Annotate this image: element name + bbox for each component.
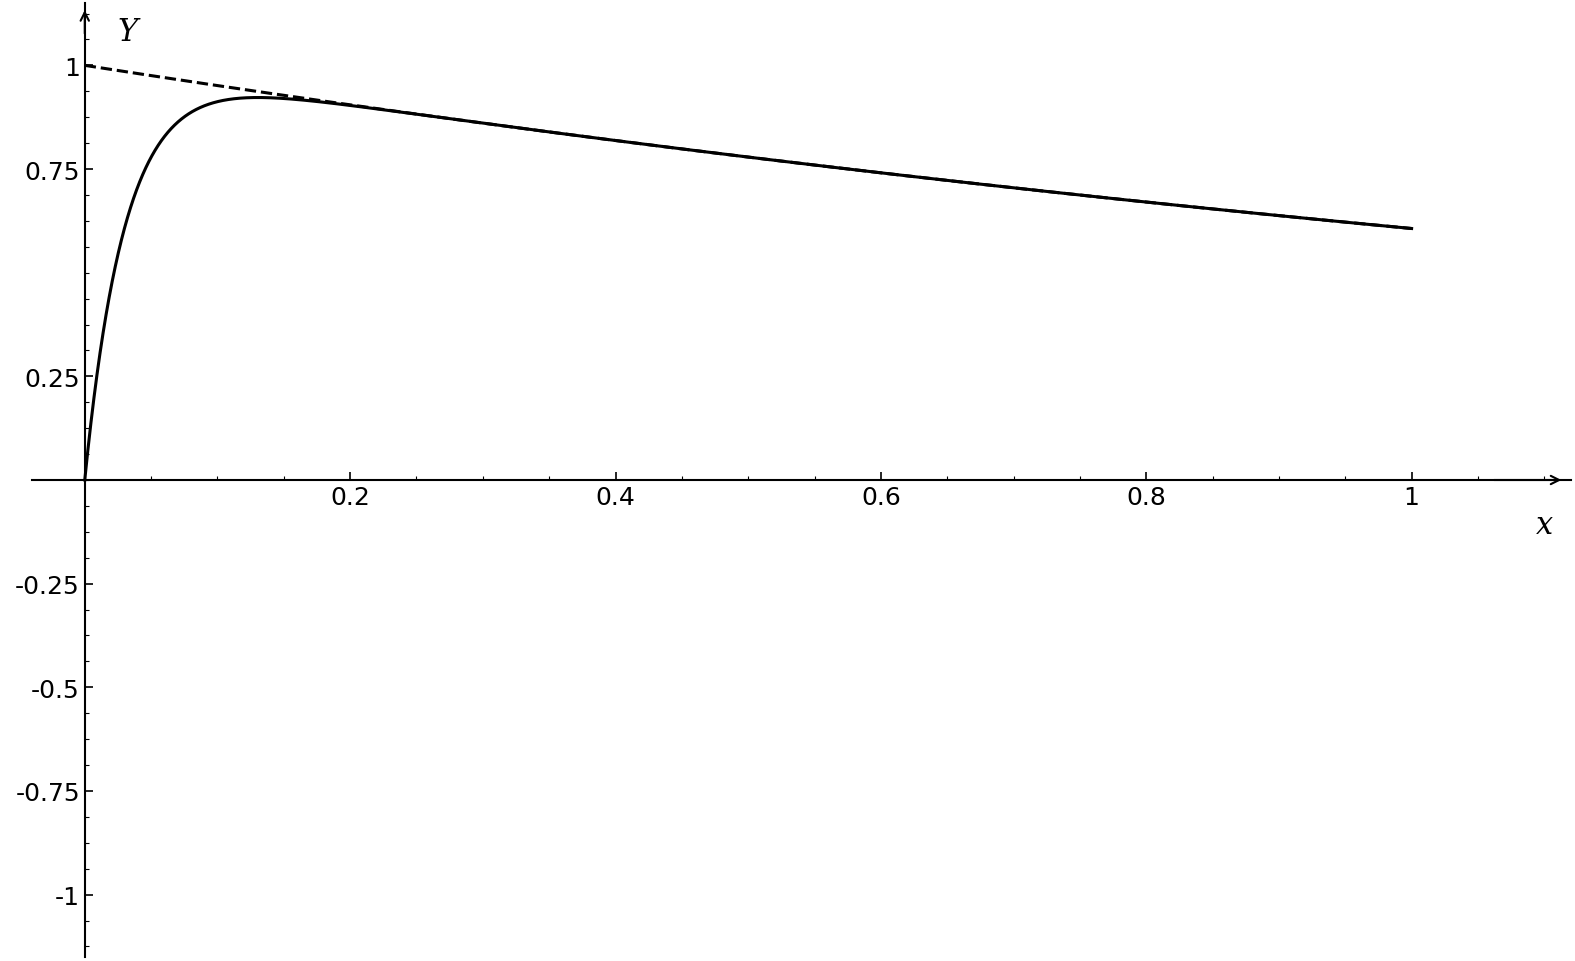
Text: Y: Y	[118, 16, 139, 47]
Text: x: x	[1536, 509, 1553, 540]
